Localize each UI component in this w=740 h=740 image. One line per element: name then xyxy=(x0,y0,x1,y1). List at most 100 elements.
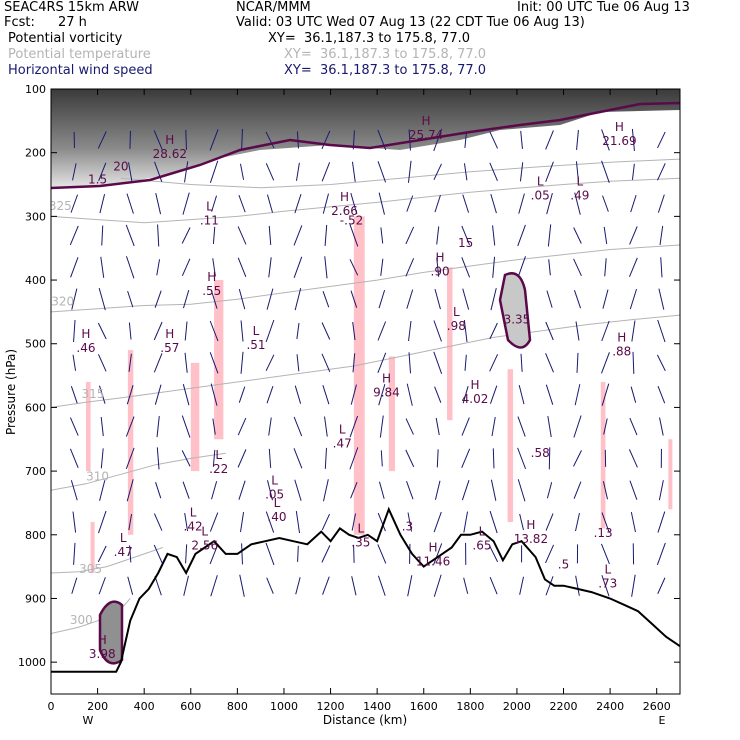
wind-vector xyxy=(629,417,638,436)
wind-vector xyxy=(182,192,190,215)
wind-vector xyxy=(155,482,162,499)
pv-extremum-kind: L xyxy=(253,324,260,338)
stratosphere-shading xyxy=(51,89,680,188)
wind-vector xyxy=(573,450,582,467)
wind-vector xyxy=(657,319,666,343)
negative-pv-patch xyxy=(447,267,453,421)
wind-vector xyxy=(575,575,580,596)
wind-vector xyxy=(295,577,301,595)
wind-vector xyxy=(576,129,579,150)
wind-vector xyxy=(125,256,135,279)
wind-vector xyxy=(519,576,525,595)
pv-extremum-value: 28.62 xyxy=(153,147,187,161)
y-tick-label: 200 xyxy=(25,147,46,160)
x-tick-label: 400 xyxy=(134,700,155,713)
pv-extremum-value: 25.74 xyxy=(409,128,443,142)
wind-vector xyxy=(630,511,636,533)
wind-vector xyxy=(489,131,499,149)
wind-vector xyxy=(573,481,582,499)
wind-vector xyxy=(434,386,442,403)
wind-vector xyxy=(434,480,441,500)
pv-contour-isolated xyxy=(498,272,532,349)
x-tick-label: 800 xyxy=(227,700,248,713)
wind-vector xyxy=(294,479,302,501)
wind-vector xyxy=(351,513,357,531)
wind-vector xyxy=(461,480,470,501)
wind-vector xyxy=(324,256,328,279)
wind-vector xyxy=(125,224,135,247)
model-title: SEAC4RS 15km ARW xyxy=(4,0,140,15)
wind-vector xyxy=(545,161,554,182)
pv-extremum-value: .13 xyxy=(594,526,613,540)
pv-extremum-value: 2.66 xyxy=(331,204,358,218)
pv-extremum-value: .47 xyxy=(114,545,133,559)
wind-vector xyxy=(518,385,525,405)
y-tick-label: 1000 xyxy=(18,656,46,669)
wind-vector xyxy=(629,480,638,500)
wind-vector xyxy=(436,449,439,468)
pv-extremum-value: .88 xyxy=(612,344,631,358)
x-end-label-east: E xyxy=(659,714,666,727)
wind-vector xyxy=(128,162,133,182)
wind-vector xyxy=(407,512,413,532)
wind-vector xyxy=(153,130,163,150)
wind-vector xyxy=(491,416,496,437)
pv-extremum-value: .40 xyxy=(267,510,286,524)
wind-vector xyxy=(321,322,331,340)
wind-vector xyxy=(405,449,415,468)
pv-extremum-kind: L xyxy=(479,525,486,539)
wind-vector xyxy=(101,225,104,246)
wind-vector xyxy=(184,352,188,373)
wind-vector xyxy=(268,257,272,278)
wind-vector xyxy=(294,288,302,311)
wind-vector xyxy=(407,575,413,597)
x-tick-label: 2000 xyxy=(503,700,531,713)
x-tick-label: 200 xyxy=(87,700,108,713)
wind-vector xyxy=(99,479,106,501)
wind-vector xyxy=(182,384,190,406)
y-tick-label: 900 xyxy=(25,592,46,605)
wind-vector xyxy=(293,448,303,469)
negative-pv-patch xyxy=(90,522,95,573)
wind-vector xyxy=(237,449,247,468)
wind-vector xyxy=(209,320,219,342)
wind-vector xyxy=(433,163,442,181)
wind-vector xyxy=(600,543,610,565)
wind-vector xyxy=(433,351,443,375)
y-tick-label: 800 xyxy=(25,529,46,542)
wind-vector xyxy=(545,576,554,596)
wind-vector xyxy=(72,511,77,533)
pv-extremum-value: .98 xyxy=(447,319,466,333)
x-tick-label: 1200 xyxy=(317,700,345,713)
pv-extremum-value: .49 xyxy=(570,188,589,202)
wind-vector xyxy=(350,192,358,215)
wind-vector xyxy=(658,288,665,310)
wind-vector xyxy=(212,418,216,435)
wind-vector xyxy=(70,480,78,501)
pv-extremum-value: 15 xyxy=(458,236,473,250)
wind-vector xyxy=(98,162,107,181)
pv-extremum-value: 4.02 xyxy=(462,392,489,406)
wind-vector xyxy=(73,319,76,343)
terrain-line xyxy=(51,506,680,673)
wind-vector xyxy=(97,545,107,563)
x-tick-label: 2200 xyxy=(550,700,578,713)
field-wind-name: Horizontal wind speed xyxy=(8,63,153,78)
pv-extremum-value: .35 xyxy=(351,535,370,549)
wind-vector xyxy=(573,227,582,244)
wind-vector xyxy=(240,351,244,374)
wind-vector xyxy=(70,257,79,278)
pv-extremum-value: .5 xyxy=(558,558,569,572)
wind-vector xyxy=(211,195,218,212)
wind-vector xyxy=(574,384,581,406)
wind-vector xyxy=(377,575,386,596)
wind-vector xyxy=(377,321,387,341)
wind-vector xyxy=(156,259,161,276)
wind-vector xyxy=(545,513,554,531)
wind-vector xyxy=(517,447,527,470)
wind-vector xyxy=(406,195,414,212)
theta-line xyxy=(51,314,680,408)
wind-vector xyxy=(266,288,274,310)
pv-extremum-value: .65 xyxy=(472,539,491,553)
wind-vector xyxy=(181,450,191,467)
